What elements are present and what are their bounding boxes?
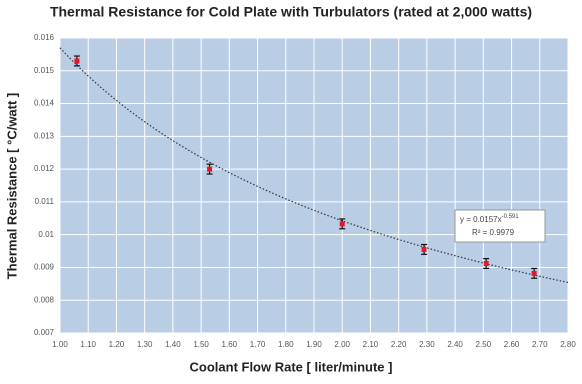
- data-point: [74, 58, 80, 64]
- data-point: [421, 246, 427, 252]
- y-tick-label: 0.011: [35, 197, 55, 206]
- equation-base: y = 0.0157x: [460, 215, 502, 224]
- y-axis-title: Thermal Resistance [ °C/watt ]: [4, 93, 19, 280]
- x-tick-label: 2.40: [447, 340, 463, 349]
- data-point: [207, 166, 213, 172]
- y-tick-label: 0.008: [34, 295, 55, 304]
- x-tick-label: 1.30: [137, 340, 153, 349]
- x-tick-label: 2.80: [560, 340, 576, 349]
- y-tick-label: 0.007: [34, 328, 55, 337]
- y-tick-label: 0.014: [34, 99, 55, 108]
- y-tick-label: 0.01: [38, 230, 54, 239]
- x-tick-label: 2.20: [391, 340, 407, 349]
- chart-title: Thermal Resistance for Cold Plate with T…: [50, 4, 532, 20]
- trendline-equation: y = 0.0157x-0.591: [460, 214, 519, 225]
- trendline-r-squared: R² = 0.9979: [472, 228, 515, 237]
- y-tick-label: 0.013: [34, 131, 55, 140]
- data-point: [483, 261, 489, 267]
- trendline-label-box: [454, 209, 546, 243]
- x-tick-label: 2.10: [363, 340, 379, 349]
- y-tick-label: 0.015: [34, 66, 55, 75]
- x-tick-label: 1.00: [52, 340, 68, 349]
- y-tick-label: 0.009: [34, 263, 55, 272]
- y-tick-label: 0.012: [34, 164, 55, 173]
- x-tick-label: 1.50: [193, 340, 209, 349]
- x-tick-label: 2.60: [504, 340, 520, 349]
- x-tick-label: 1.10: [80, 340, 96, 349]
- data-point: [531, 270, 537, 276]
- x-tick-label: 2.00: [334, 340, 350, 349]
- x-tick-label: 2.70: [532, 340, 548, 349]
- x-tick-label: 1.70: [250, 340, 266, 349]
- x-tick-label: 2.30: [419, 340, 435, 349]
- trendline: [59, 47, 569, 283]
- x-axis-title: Coolant Flow Rate [ liter/minute ]: [190, 359, 393, 374]
- x-tick-label: 2.50: [476, 340, 492, 349]
- equation-exponent: -0.591: [502, 214, 520, 220]
- x-tick-label: 1.90: [306, 340, 322, 349]
- y-tick-label: 0.016: [34, 33, 55, 42]
- x-tick-label: 1.40: [165, 340, 181, 349]
- x-tick-label: 1.60: [222, 340, 238, 349]
- x-tick-label: 1.80: [278, 340, 294, 349]
- data-point: [339, 221, 345, 227]
- x-tick-label: 1.20: [109, 340, 125, 349]
